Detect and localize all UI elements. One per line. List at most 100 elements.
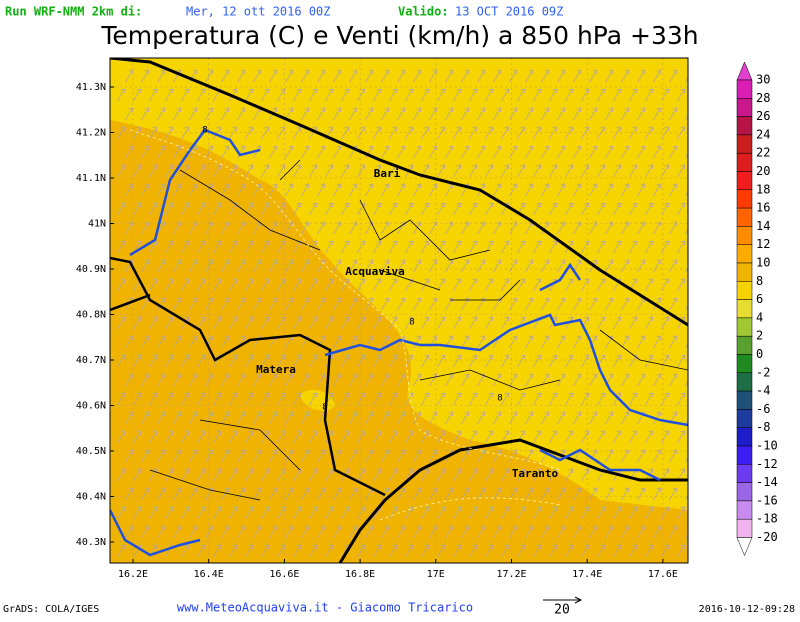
wind-arrow <box>301 487 309 501</box>
wind-arrow <box>501 278 509 292</box>
wind-arrow <box>341 202 349 216</box>
wind-arrow <box>533 202 541 216</box>
wind-arrow <box>685 114 688 121</box>
wind-arrow <box>141 335 149 349</box>
wind-arrow <box>149 354 157 368</box>
wind-arrow <box>157 183 165 197</box>
legend-swatch <box>736 262 753 282</box>
wind-arrow <box>589 145 597 159</box>
legend-swatch <box>736 335 753 355</box>
wind-arrow <box>157 335 165 349</box>
wind-arrow <box>293 202 301 216</box>
wind-arrow <box>381 297 389 311</box>
wind-arrow <box>485 278 493 292</box>
wind-arrow <box>509 69 517 83</box>
wind-arrow <box>637 373 645 387</box>
wind-arrow <box>189 335 197 349</box>
wind-arrow <box>421 544 429 558</box>
wind-arrow <box>637 525 645 539</box>
wind-arrow <box>621 411 629 425</box>
wind-arrow <box>461 107 469 121</box>
legend-top <box>736 61 753 81</box>
wind-arrow <box>389 88 397 102</box>
wind-arrow <box>437 392 445 406</box>
wind-arrow <box>621 449 629 463</box>
wind-arrow <box>645 506 653 520</box>
wind-arrow <box>301 564 308 576</box>
wind-arrow <box>429 145 437 159</box>
wind-arrow <box>117 354 125 368</box>
legend-swatch <box>736 390 753 410</box>
wind-arrow <box>685 456 688 463</box>
wind-arrow <box>253 487 261 501</box>
legend-swatch <box>736 281 753 300</box>
wind-arrow <box>573 373 581 387</box>
wind-arrow <box>301 449 309 463</box>
wind-arrow <box>197 278 205 292</box>
region-border <box>129 128 261 257</box>
wind-arrow <box>637 449 645 463</box>
wind-arrow <box>541 564 548 576</box>
wind-arrow <box>405 468 413 482</box>
wind-arrow <box>461 525 469 539</box>
wind-arrow <box>461 373 469 387</box>
wind-arrow <box>613 544 621 558</box>
legend-swatch <box>736 226 753 245</box>
wind-arrow <box>149 316 157 330</box>
wind-arrow <box>421 88 429 102</box>
wind-arrow <box>605 221 613 235</box>
wind-arrow <box>637 259 645 273</box>
wind-arrow <box>485 354 493 368</box>
wind-arrow <box>661 316 669 330</box>
wind-arrow <box>501 506 509 520</box>
wind-arrow <box>453 316 461 330</box>
wind-arrow <box>149 202 157 216</box>
wind-arrow <box>293 430 301 444</box>
wind-arrow <box>389 468 397 482</box>
wind-arrow <box>533 278 541 292</box>
wind-arrow <box>421 316 429 330</box>
lat-label: 40.9N <box>76 264 106 275</box>
wind-arrow <box>157 221 165 235</box>
wind-arrow <box>437 126 445 140</box>
wind-arrow <box>621 145 629 159</box>
wind-arrow <box>437 430 445 444</box>
wind-arrow <box>541 183 549 197</box>
wind-arrow <box>429 221 437 235</box>
wind-arrow <box>437 354 445 368</box>
wind-arrow <box>157 449 165 463</box>
wind-arrow <box>293 240 301 254</box>
wind-arrow <box>525 525 533 539</box>
wind-arrow <box>469 164 477 178</box>
contour-label: 8 <box>202 126 207 136</box>
wind-arrow <box>157 145 165 159</box>
wind-arrow <box>173 107 181 121</box>
wind-arrow <box>565 430 573 444</box>
wind-arrow <box>381 335 389 349</box>
city-label: Bari <box>374 167 401 180</box>
wind-arrow <box>477 145 485 159</box>
wind-arrow <box>653 487 661 501</box>
wind-arrow <box>621 335 629 349</box>
legend-swatch <box>736 518 753 538</box>
wind-arrow <box>533 126 541 140</box>
wind-arrow <box>133 392 141 406</box>
wind-arrow <box>181 544 189 558</box>
wind-arrow <box>325 506 333 520</box>
wind-arrow <box>445 373 453 387</box>
legend-label: -20 <box>756 530 778 544</box>
wind-arrow <box>517 392 525 406</box>
wind-arrow <box>173 259 181 273</box>
wind-arrow <box>373 468 381 482</box>
wind-arrow <box>549 506 557 520</box>
lat-label: 41.1N <box>76 173 106 184</box>
wind-arrow <box>605 259 613 273</box>
wind-arrow <box>181 506 189 520</box>
wind-arrow <box>173 411 181 425</box>
wind-arrow <box>469 392 477 406</box>
wind-arrow <box>237 564 244 576</box>
wind-arrow <box>117 164 125 178</box>
wind-arrow <box>381 449 389 463</box>
wind-arrow <box>557 183 565 197</box>
wind-arrow <box>173 564 180 576</box>
